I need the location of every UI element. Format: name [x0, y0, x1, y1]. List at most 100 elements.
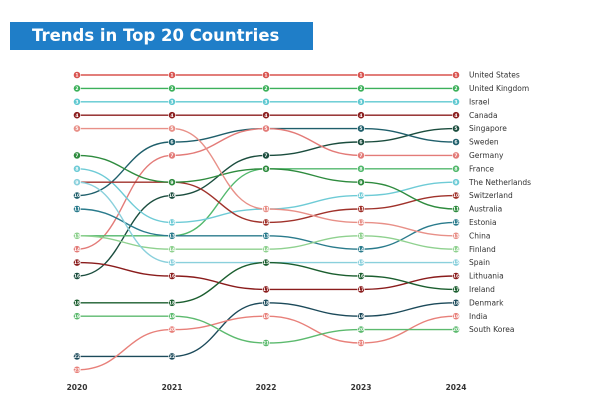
country-label-united-states: United States	[469, 71, 520, 80]
rank-dot	[168, 325, 176, 334]
rank-value: 7	[170, 153, 173, 159]
country-label-finland: Finland	[469, 245, 496, 254]
rank-dot	[168, 245, 176, 254]
rank-marker: 14	[452, 245, 460, 254]
rank-value: 7	[264, 153, 267, 159]
rank-marker: 7	[262, 151, 270, 160]
rank-dot	[357, 84, 365, 93]
rank-value: 17	[263, 287, 269, 293]
rank-value: 9	[75, 180, 78, 186]
series-line-south-korea	[76, 315, 456, 344]
rank-marker: 8	[73, 164, 81, 173]
rank-value: 3	[170, 99, 173, 105]
rank-marker: 7	[73, 151, 81, 160]
rank-marker: 20	[452, 325, 460, 334]
rank-marker: 3	[357, 97, 365, 106]
rank-marker: 16	[452, 272, 460, 280]
rank-value: 20	[453, 327, 459, 333]
rank-value: 5	[264, 126, 267, 132]
rank-value: 1	[75, 73, 78, 79]
rank-dot	[168, 151, 176, 160]
rank-value: 9	[454, 180, 457, 186]
rank-dot	[452, 258, 460, 267]
rank-dot	[168, 71, 176, 79]
rank-dot	[168, 178, 176, 187]
rank-marker: 8	[452, 164, 460, 173]
rank-dot	[452, 97, 460, 106]
rank-dot	[452, 71, 460, 79]
rank-dot	[73, 84, 81, 93]
rank-value: 20	[358, 327, 364, 333]
rank-value: 19	[358, 314, 364, 320]
country-label-united-kingdom: United Kingdom	[469, 84, 529, 93]
rank-marker: 23	[73, 365, 81, 374]
rank-value: 4	[454, 113, 457, 119]
rank-dot	[452, 245, 460, 254]
rank-dot	[262, 245, 270, 254]
rank-dot	[73, 205, 81, 213]
rank-marker: 5	[168, 124, 176, 133]
rank-value: 2	[170, 86, 173, 92]
country-label-denmark: Denmark	[469, 298, 504, 307]
rank-marker: 19	[452, 312, 460, 321]
series-line-germany	[76, 127, 456, 250]
rank-dot	[452, 272, 460, 280]
country-labels: United States United Kingdom Israel Canada S…	[468, 71, 531, 335]
rank-dot	[73, 258, 81, 267]
rank-dot	[262, 111, 270, 120]
rank-value: 3	[264, 99, 267, 105]
rank-value: 14	[263, 247, 269, 253]
rank-dot	[262, 298, 270, 307]
rank-dot	[452, 138, 460, 146]
rank-dot	[73, 245, 81, 254]
rank-marker: 14	[357, 245, 365, 254]
rank-marker: 14	[168, 245, 176, 254]
rank-value: 6	[359, 140, 362, 146]
rank-marker: 6	[452, 138, 460, 146]
rank-dot	[357, 178, 365, 187]
rank-marker: 2	[73, 84, 81, 93]
rank-dot	[168, 218, 176, 227]
rank-value: 14	[74, 247, 80, 253]
rank-value: 20	[169, 327, 175, 333]
rank-value: 22	[169, 354, 175, 360]
rank-dot	[357, 191, 365, 200]
rank-dot	[262, 231, 270, 240]
rank-value: 19	[74, 314, 80, 320]
rank-value: 13	[263, 233, 269, 239]
country-label-germany: Germany	[469, 151, 504, 160]
rank-value: 2	[454, 86, 457, 92]
rank-dot	[73, 272, 81, 280]
rank-dot	[73, 312, 81, 321]
rank-value: 13	[74, 233, 80, 239]
rank-value: 8	[264, 166, 267, 172]
rank-value: 16	[358, 274, 364, 280]
rank-value: 11	[74, 207, 80, 213]
rank-marker: 13	[73, 231, 81, 240]
rank-value: 2	[264, 86, 267, 92]
rank-dot	[452, 178, 460, 187]
rank-dot	[168, 272, 176, 280]
x-tick-label: 2022	[256, 383, 277, 392]
country-label-south-korea: South Korea	[469, 325, 514, 334]
rank-marker: 5	[262, 124, 270, 133]
rank-marker: 15	[452, 258, 460, 267]
rank-value: 15	[358, 260, 364, 266]
series-line-ireland	[77, 261, 457, 304]
rank-value: 8	[75, 166, 78, 172]
country-label-spain: Spain	[469, 258, 490, 267]
rank-marker: 4	[357, 111, 365, 120]
rank-dot	[452, 218, 460, 227]
rank-marker: 19	[357, 312, 365, 321]
rank-value: 11	[453, 207, 459, 213]
rank-marker: 16	[168, 272, 176, 280]
rank-marker: 11	[262, 205, 270, 213]
rank-marker: 16	[357, 272, 365, 280]
rank-dot	[262, 71, 270, 79]
rank-marker: 1	[452, 71, 460, 79]
rank-dot	[262, 205, 270, 213]
rank-value: 14	[169, 247, 175, 253]
rank-marker: 18	[168, 298, 176, 307]
rank-markers: 1111122222333334444416107651065561475771…	[73, 71, 460, 374]
rank-marker: 4	[73, 111, 81, 120]
